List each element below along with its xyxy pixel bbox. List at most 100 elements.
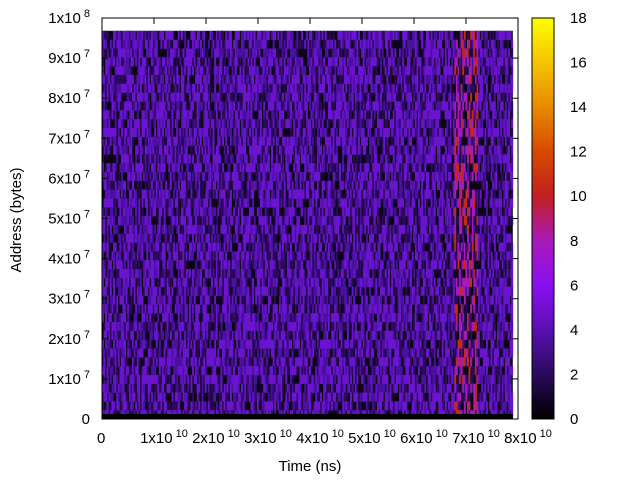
heatmap-cell <box>177 207 180 217</box>
heatmap-cell <box>139 136 142 146</box>
heatmap-cell <box>147 383 150 393</box>
heatmap-cell <box>331 374 334 385</box>
heatmap-cell <box>149 30 152 41</box>
heatmap-cell <box>212 216 215 226</box>
heatmap-cell <box>212 366 215 376</box>
heatmap-cell <box>165 277 168 288</box>
heatmap-cell <box>109 180 112 191</box>
heatmap-cell <box>105 392 108 402</box>
heatmap-cell <box>244 392 247 402</box>
heatmap-cell <box>244 242 247 252</box>
heatmap-cell <box>271 277 274 288</box>
heatmap-cell <box>294 304 297 314</box>
heatmap-cell <box>285 224 288 235</box>
heatmap-cell <box>113 48 116 58</box>
heatmap-cell <box>312 145 315 155</box>
heatmap-cell <box>154 48 157 58</box>
heatmap-cell <box>124 154 127 164</box>
heatmap-cell <box>214 207 217 217</box>
heatmap-cell <box>335 242 338 252</box>
heatmap-cell <box>150 260 153 270</box>
heatmap-cell <box>308 48 311 58</box>
heatmap-cell <box>158 171 161 182</box>
heatmap-cell <box>288 392 291 402</box>
heatmap-cell <box>326 304 329 314</box>
heatmap-cell <box>102 207 104 217</box>
heatmap-cell <box>103 207 106 217</box>
heatmap-cell <box>122 163 125 173</box>
heatmap-cell <box>206 348 209 358</box>
heatmap-cell <box>291 269 294 279</box>
heatmap-cell <box>103 392 106 402</box>
heatmap-cell <box>286 66 289 76</box>
heatmap-cell <box>190 48 193 58</box>
heatmap-cell <box>158 216 161 226</box>
heatmap-cell <box>233 136 236 146</box>
heatmap-cell <box>179 154 182 164</box>
heatmap-cell <box>158 30 161 41</box>
heatmap-cell <box>198 321 201 332</box>
heatmap-cell <box>308 119 311 129</box>
heatmap-cell <box>209 57 212 67</box>
heatmap-cell <box>155 171 158 182</box>
heatmap-cell <box>239 330 242 341</box>
heatmap-cell <box>177 348 180 358</box>
heatmap-cell <box>211 119 213 129</box>
heatmap-cell <box>215 401 218 411</box>
heatmap-cell <box>128 39 131 49</box>
heatmap-cell <box>187 216 190 226</box>
heatmap-cell <box>334 339 337 349</box>
heatmap-cell <box>290 83 292 93</box>
heatmap-cell <box>241 171 244 182</box>
heatmap-cell <box>305 401 308 411</box>
heatmap-cell <box>171 269 174 279</box>
heatmap-cell <box>293 313 296 323</box>
heatmap-cell <box>264 383 267 393</box>
heatmap-cell <box>323 30 326 41</box>
heatmap-cell <box>163 348 166 358</box>
heatmap-cell <box>163 83 166 93</box>
heatmap-cell <box>188 216 191 226</box>
heatmap-cell <box>199 260 202 270</box>
heatmap-cell <box>304 66 307 76</box>
heatmap-cell <box>199 295 202 305</box>
heatmap-cell <box>318 119 321 129</box>
heatmap-cell <box>168 295 171 305</box>
heatmap-cell <box>198 233 201 243</box>
heatmap-cell <box>176 286 179 296</box>
heatmap-cell <box>271 154 274 164</box>
heatmap-cell <box>185 163 188 173</box>
heatmap-cell <box>193 374 196 385</box>
heatmap-cell <box>342 92 345 102</box>
heatmap-cell <box>106 233 109 243</box>
heatmap-cell <box>157 233 160 243</box>
heatmap-cell <box>316 66 319 76</box>
heatmap-cell <box>152 321 155 332</box>
heatmap-cell <box>312 101 315 111</box>
heatmap-cell <box>234 216 237 226</box>
heatmap-cell <box>271 348 274 358</box>
heatmap-cell <box>291 110 294 120</box>
heatmap-cell <box>332 251 335 261</box>
heatmap-cell <box>192 224 195 235</box>
heatmap-cell <box>315 321 318 332</box>
heatmap-cell <box>226 180 229 191</box>
heatmap-cell <box>339 74 341 85</box>
heatmap-cell <box>184 304 187 314</box>
heatmap-cell <box>263 277 266 288</box>
heatmap-cell <box>209 357 212 367</box>
heatmap-cell <box>256 242 259 252</box>
heatmap-cell <box>332 383 335 393</box>
heatmap-cell <box>315 374 318 385</box>
heatmap-cell <box>286 242 289 252</box>
heatmap-cell <box>119 216 122 226</box>
heatmap-cell <box>192 39 195 49</box>
heatmap-cell <box>334 260 337 270</box>
heatmap-cell <box>204 83 207 93</box>
heatmap-cell <box>260 357 262 367</box>
heatmap-cell <box>195 180 198 191</box>
heatmap-cell <box>329 136 332 146</box>
heatmap-cell <box>239 269 242 279</box>
heatmap-cell <box>206 189 209 199</box>
heatmap-cell <box>236 127 239 138</box>
